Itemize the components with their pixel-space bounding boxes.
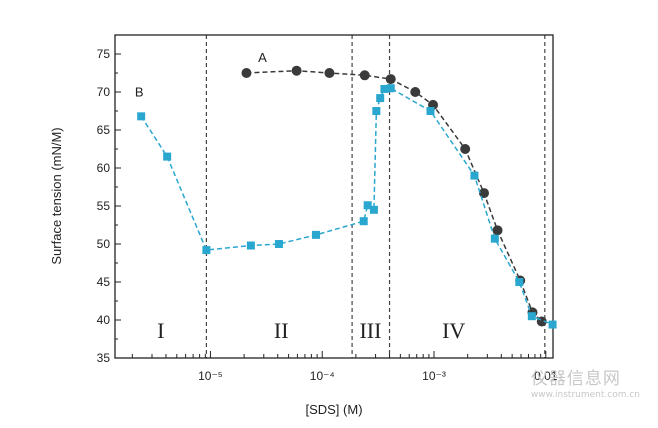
data-point-A	[324, 68, 335, 78]
x-tick-label: 0.01	[534, 369, 558, 383]
data-point-B	[527, 312, 536, 321]
data-point-A	[410, 87, 421, 97]
y-tick-label: 60	[97, 161, 111, 175]
data-point-B	[548, 320, 557, 329]
region-label: IV	[442, 318, 465, 343]
data-point-B	[515, 278, 524, 286]
data-point-A	[385, 74, 396, 85]
data-point-B	[386, 84, 395, 93]
region-label: II	[274, 318, 289, 343]
region-label: I	[157, 318, 164, 343]
data-point-B	[163, 152, 172, 161]
plot-frame	[114, 34, 554, 359]
data-point-B	[137, 112, 146, 121]
data-point-B	[372, 107, 381, 115]
labels: ABI II III IV	[135, 50, 466, 343]
x-tick-label: 10⁻⁴	[310, 369, 335, 383]
axes: 35 40 45 50 55 60 65 70 75 10⁻⁵ 10⁻⁴ 10⁻³ 0.01	[97, 47, 558, 383]
watermark: 仪器信息网 www.instrument.com.cn	[531, 364, 640, 400]
series-line-B	[140, 87, 553, 326]
x-tick-label: 10⁻³	[422, 369, 446, 383]
y-tick-label: 45	[97, 275, 111, 289]
data-point-B	[312, 230, 321, 239]
data-point-A	[478, 188, 489, 199]
data-point-B	[380, 84, 389, 93]
data-point-A	[492, 225, 503, 236]
data-point-B	[363, 201, 372, 210]
data-point-B	[246, 241, 255, 250]
y-tick-label: 65	[97, 123, 111, 137]
y-tick-label: 75	[97, 47, 111, 61]
y-tick-label: 70	[97, 85, 111, 99]
region-label: III	[359, 318, 381, 343]
y-tick-label: 50	[97, 237, 111, 251]
data-point-A	[460, 144, 471, 154]
region-dividers	[205, 35, 546, 358]
x-axis-title: [SDS] (M)	[305, 402, 362, 417]
x-tick-label: 10⁻⁵	[198, 369, 223, 383]
data-point-A	[291, 65, 302, 76]
data-point-B	[369, 205, 378, 214]
y-tick-label: 40	[97, 313, 111, 327]
data-point-B	[490, 234, 499, 243]
series	[137, 65, 557, 329]
data-point-B	[202, 246, 211, 255]
y-axis-title: Surface tension (mN/M)	[49, 127, 64, 264]
y-tick-label: 55	[97, 199, 111, 213]
series-label-A: A	[258, 50, 267, 65]
y-tick-label: 35	[97, 351, 111, 365]
data-point-B	[426, 107, 435, 115]
watermark-url: www.instrument.com.cn	[530, 390, 640, 400]
data-point-B	[359, 217, 368, 226]
data-point-B	[274, 240, 283, 248]
data-point-B	[376, 94, 385, 103]
series-line-A	[246, 69, 543, 323]
data-point-A	[359, 70, 370, 81]
series-label-B: B	[135, 84, 144, 99]
data-point-B	[470, 171, 479, 180]
watermark-name: 仪器信息网	[530, 369, 621, 389]
data-point-A	[241, 68, 252, 78]
